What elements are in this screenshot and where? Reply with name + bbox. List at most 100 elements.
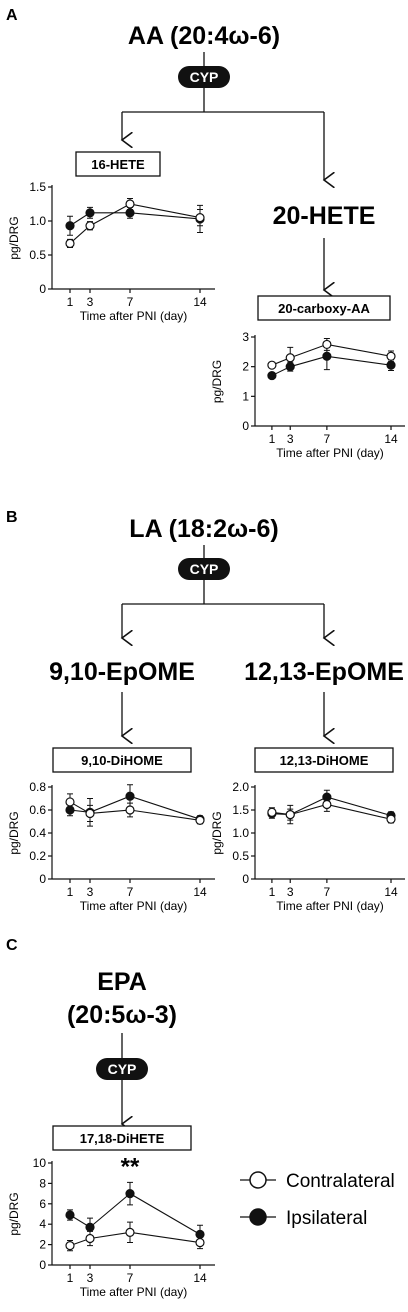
contralateral-point <box>65 238 75 249</box>
y-tick-label: 10 <box>33 1156 47 1170</box>
x-axis-label: Time after PNI (day) <box>276 899 384 913</box>
chart-title-box <box>52 747 192 773</box>
contralateral-point <box>285 353 295 363</box>
ipsilateral-point <box>65 221 75 231</box>
legend-contralateral: Contralateral <box>286 1171 395 1192</box>
ipsilateral-point <box>85 208 95 218</box>
y-tick-label: 0.4 <box>29 826 46 840</box>
x-tick-label: 7 <box>127 1271 134 1285</box>
legend-filled-marker <box>249 1208 267 1226</box>
x-tick-label: 14 <box>193 885 207 899</box>
ipsilateral-line <box>271 796 392 817</box>
product-9-10-epome: 9,10-EpOME <box>49 658 195 686</box>
chart-3: 9,10-DiHOME 0 0.2 0.4 0.6 0.8 1 3 7 14 Time after … <box>7 747 215 913</box>
x-tick-label: 14 <box>193 1271 207 1285</box>
chart-5: 17,18-DiHETE 0 2 4 6 8 10 1 3 7 14 Time after PNI (… <box>7 1125 215 1299</box>
significance-marker: ** <box>121 1153 140 1180</box>
ipsilateral-line <box>69 1192 201 1235</box>
y-axis-label: pg/DRG <box>210 360 224 403</box>
product-12-13-epome: 12,13-EpOME <box>244 658 404 686</box>
cyp-pill-b <box>178 558 230 580</box>
contralateral-point <box>267 360 277 370</box>
x-tick-label: 7 <box>324 432 331 446</box>
y-tick-label: 0 <box>242 872 249 886</box>
y-tick-label: 0 <box>39 872 46 886</box>
cyp-pill-c <box>96 1058 148 1080</box>
x-tick-label: 14 <box>384 885 398 899</box>
x-tick-label: 1 <box>67 295 74 309</box>
contralateral-point <box>125 805 135 815</box>
y-tick-label: 1.5 <box>29 180 46 194</box>
panel-letter-c: C <box>6 937 18 954</box>
y-axis-label: pg/DRG <box>7 216 21 259</box>
ipsilateral-point <box>322 351 332 361</box>
y-axis-label: pg/DRG <box>7 1192 21 1235</box>
chart-title: 16-HETE <box>91 157 145 172</box>
legend-open-marker <box>249 1171 267 1189</box>
chart-title: 12,13-DiHOME <box>280 753 369 768</box>
contralateral-point <box>85 808 95 819</box>
y-tick-label: 1.0 <box>232 826 249 840</box>
contralateral-point <box>386 351 396 361</box>
precursor-la: LA (18:2ω-6) <box>129 515 278 543</box>
x-tick-label: 3 <box>87 885 94 899</box>
chart-title-box <box>254 747 394 773</box>
x-axis-label: Time after PNI (day) <box>80 1285 188 1299</box>
cyp-label-a: CYP <box>190 69 219 85</box>
ipsilateral-point <box>125 208 135 218</box>
panel-letter-b: B <box>6 509 18 526</box>
y-axis-label: pg/DRG <box>210 811 224 854</box>
contralateral-point <box>85 221 95 231</box>
y-tick-label: 0 <box>39 282 46 296</box>
contralateral-point <box>65 1241 75 1251</box>
x-tick-label: 3 <box>287 885 294 899</box>
contralateral-point <box>322 339 332 350</box>
x-tick-label: 1 <box>67 885 74 899</box>
y-tick-label: 2 <box>39 1238 46 1252</box>
x-tick-label: 7 <box>127 295 134 309</box>
chart-title: 17,18-DiHETE <box>80 1131 165 1146</box>
contralateral-point <box>65 797 75 807</box>
y-tick-label: 0.2 <box>29 849 46 863</box>
contralateral-line <box>271 803 392 820</box>
ipsilateral-line <box>271 355 392 377</box>
y-axis-label: pg/DRG <box>7 811 21 854</box>
ipsilateral-line <box>69 212 201 227</box>
contralateral-point <box>386 814 396 824</box>
y-tick-label: 1.0 <box>29 214 46 228</box>
x-tick-label: 14 <box>384 432 398 446</box>
chart-title: 20-carboxy-AA <box>278 301 370 316</box>
cyp-label-b: CYP <box>190 561 219 577</box>
contralateral-point <box>195 1237 205 1248</box>
cyp-pill-a <box>178 66 230 88</box>
contralateral-point <box>195 213 205 223</box>
y-tick-label: 3 <box>242 330 249 344</box>
contralateral-point <box>267 807 277 817</box>
x-tick-label: 3 <box>87 295 94 309</box>
ipsilateral-point <box>65 1210 75 1220</box>
contralateral-point <box>85 1233 95 1244</box>
x-tick-label: 3 <box>87 1271 94 1285</box>
chart-title: 9,10-DiHOME <box>81 753 163 768</box>
y-tick-label: 1 <box>242 389 249 403</box>
y-tick-label: 2 <box>242 360 249 374</box>
x-tick-label: 7 <box>127 885 134 899</box>
contralateral-point <box>322 799 332 810</box>
x-tick-label: 1 <box>269 432 276 446</box>
y-tick-label: 1.5 <box>232 803 249 817</box>
x-axis-label: Time after PNI (day) <box>80 309 188 323</box>
legend-ipsilateral: Ipsilateral <box>286 1208 367 1229</box>
contralateral-point <box>285 809 295 820</box>
x-axis-label: Time after PNI (day) <box>276 446 384 460</box>
y-tick-label: 0.6 <box>29 803 46 817</box>
contralateral-point <box>125 1227 135 1237</box>
contralateral-line <box>69 801 201 821</box>
contralateral-line <box>69 203 201 244</box>
ipsilateral-point <box>267 370 277 381</box>
contralateral-line <box>271 343 392 366</box>
x-tick-label: 3 <box>287 432 294 446</box>
x-tick-label: 7 <box>324 885 331 899</box>
